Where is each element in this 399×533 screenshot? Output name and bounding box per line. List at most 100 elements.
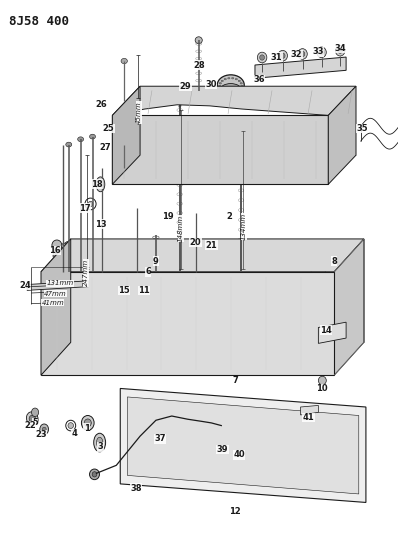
Ellipse shape	[81, 416, 94, 430]
Ellipse shape	[259, 425, 265, 431]
Ellipse shape	[235, 78, 237, 80]
Text: 22: 22	[24, 421, 36, 430]
Ellipse shape	[299, 425, 305, 431]
Ellipse shape	[308, 425, 314, 431]
Text: 11: 11	[138, 286, 150, 295]
Ellipse shape	[125, 242, 163, 269]
Text: 41mm: 41mm	[41, 300, 64, 305]
Ellipse shape	[146, 419, 174, 469]
Ellipse shape	[101, 241, 108, 246]
Text: 15: 15	[119, 286, 130, 295]
Ellipse shape	[120, 169, 128, 178]
Ellipse shape	[280, 53, 285, 58]
Polygon shape	[41, 239, 364, 272]
Text: 1: 1	[84, 424, 89, 433]
Text: 31: 31	[271, 53, 282, 62]
Ellipse shape	[66, 142, 72, 147]
Ellipse shape	[267, 242, 305, 269]
Ellipse shape	[59, 262, 67, 269]
Ellipse shape	[221, 241, 229, 248]
Text: 7: 7	[232, 376, 238, 385]
Ellipse shape	[240, 83, 243, 84]
Text: 134mm: 134mm	[241, 213, 247, 240]
Polygon shape	[127, 397, 359, 494]
Ellipse shape	[199, 248, 212, 263]
Text: 148mm: 148mm	[178, 215, 184, 242]
Ellipse shape	[88, 201, 93, 207]
Text: 47mm: 47mm	[44, 290, 67, 296]
Ellipse shape	[147, 248, 161, 263]
Ellipse shape	[221, 89, 241, 100]
Polygon shape	[300, 406, 318, 415]
Ellipse shape	[26, 412, 38, 425]
Polygon shape	[255, 57, 346, 78]
Ellipse shape	[140, 411, 179, 477]
Ellipse shape	[221, 251, 229, 260]
Ellipse shape	[218, 248, 232, 263]
Text: 35: 35	[356, 124, 368, 133]
Text: 39: 39	[217, 445, 228, 454]
Polygon shape	[41, 239, 71, 375]
Ellipse shape	[217, 75, 244, 95]
Ellipse shape	[357, 441, 363, 450]
Text: 9: 9	[153, 257, 159, 265]
Polygon shape	[120, 389, 366, 503]
Text: 30: 30	[205, 80, 217, 89]
Ellipse shape	[357, 416, 363, 425]
Ellipse shape	[97, 437, 103, 448]
Text: 38: 38	[130, 483, 142, 492]
Ellipse shape	[201, 441, 207, 447]
Ellipse shape	[239, 411, 278, 477]
Ellipse shape	[153, 441, 159, 447]
Text: 24: 24	[19, 280, 31, 289]
Ellipse shape	[352, 490, 359, 498]
Text: 8J58 400: 8J58 400	[9, 14, 69, 28]
Ellipse shape	[241, 85, 243, 87]
Ellipse shape	[338, 48, 342, 53]
Ellipse shape	[357, 466, 363, 475]
Ellipse shape	[231, 77, 234, 79]
Ellipse shape	[161, 425, 167, 431]
Text: 29: 29	[180, 82, 192, 91]
Ellipse shape	[55, 248, 69, 263]
Ellipse shape	[197, 242, 234, 269]
Ellipse shape	[124, 299, 148, 327]
Ellipse shape	[256, 411, 263, 419]
Ellipse shape	[288, 485, 295, 493]
Ellipse shape	[291, 251, 300, 260]
Text: 45mm: 45mm	[136, 101, 142, 124]
Ellipse shape	[298, 49, 307, 59]
Ellipse shape	[308, 441, 314, 447]
Text: 23: 23	[35, 430, 47, 439]
Ellipse shape	[132, 345, 140, 353]
Ellipse shape	[150, 251, 158, 260]
Ellipse shape	[267, 299, 290, 327]
Text: 37: 37	[154, 434, 166, 443]
Ellipse shape	[228, 434, 232, 438]
Ellipse shape	[159, 411, 166, 419]
Ellipse shape	[244, 419, 273, 469]
Ellipse shape	[196, 299, 219, 327]
Ellipse shape	[210, 457, 216, 463]
Text: 36: 36	[253, 75, 265, 84]
Ellipse shape	[289, 248, 303, 263]
Ellipse shape	[127, 248, 141, 263]
Ellipse shape	[278, 51, 287, 61]
Ellipse shape	[78, 137, 84, 142]
Polygon shape	[113, 86, 140, 184]
Ellipse shape	[208, 245, 215, 261]
Ellipse shape	[336, 45, 345, 56]
Ellipse shape	[120, 293, 152, 333]
Ellipse shape	[49, 293, 81, 333]
Ellipse shape	[192, 293, 223, 333]
Text: 27: 27	[99, 143, 111, 152]
Ellipse shape	[238, 90, 241, 92]
Ellipse shape	[221, 90, 223, 92]
Ellipse shape	[221, 80, 223, 82]
Ellipse shape	[194, 419, 223, 469]
Polygon shape	[113, 86, 356, 115]
Ellipse shape	[272, 251, 280, 260]
Ellipse shape	[32, 408, 39, 417]
Ellipse shape	[201, 343, 213, 356]
Ellipse shape	[53, 242, 91, 269]
